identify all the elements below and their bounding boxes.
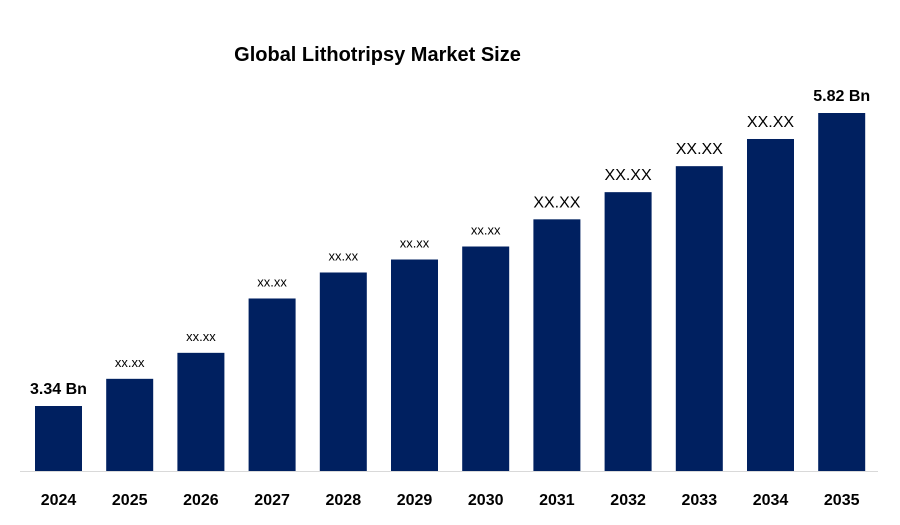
bar-2026 <box>177 352 225 471</box>
x-tick-label-2027: 2027 <box>254 492 290 509</box>
bar-2028 <box>319 272 367 471</box>
bar-2034 <box>747 138 794 471</box>
data-label-2034: XX.XX <box>747 114 794 131</box>
x-tick-label-2024: 2024 <box>41 492 77 509</box>
chart-title: Global Lithotripsy Market Size <box>234 44 521 66</box>
bar-2032 <box>604 192 652 471</box>
x-tick-label-2033: 2033 <box>682 492 718 509</box>
bar-2024 <box>35 406 82 471</box>
data-label-2035: 5.82 Bn <box>813 88 870 105</box>
x-tick-label-2029: 2029 <box>397 492 433 509</box>
data-label-2024: 3.34 Bn <box>30 381 87 398</box>
data-label-2033: XX.XX <box>676 141 723 158</box>
bar-2029 <box>391 259 438 471</box>
bar-2031 <box>533 219 581 471</box>
x-tick-label-2026: 2026 <box>183 492 219 509</box>
data-label-2030: xx.xx <box>471 223 501 238</box>
bar-2033 <box>675 166 723 471</box>
bar-2030 <box>462 246 510 471</box>
x-tick-label-2025: 2025 <box>112 492 148 509</box>
data-label-2026: xx.xx <box>186 329 216 344</box>
x-tick-label-2034: 2034 <box>753 492 789 509</box>
data-label-2031: XX.XX <box>533 194 580 211</box>
x-tick-label-2031: 2031 <box>539 492 575 509</box>
x-tick-label-2030: 2030 <box>468 492 504 509</box>
data-label-2027: xx.xx <box>257 274 287 289</box>
x-tick-label-2035: 2035 <box>824 492 860 509</box>
data-label-2032: XX.XX <box>605 167 652 184</box>
data-label-2029: xx.xx <box>400 236 430 251</box>
bar-2035 <box>818 113 866 471</box>
data-label-2028: xx.xx <box>328 248 358 263</box>
bar-2025 <box>106 378 154 471</box>
bar-2027 <box>248 298 296 471</box>
x-tick-label-2032: 2032 <box>610 492 646 509</box>
x-tick-label-2028: 2028 <box>326 492 362 509</box>
data-label-2025: xx.xx <box>115 355 145 370</box>
